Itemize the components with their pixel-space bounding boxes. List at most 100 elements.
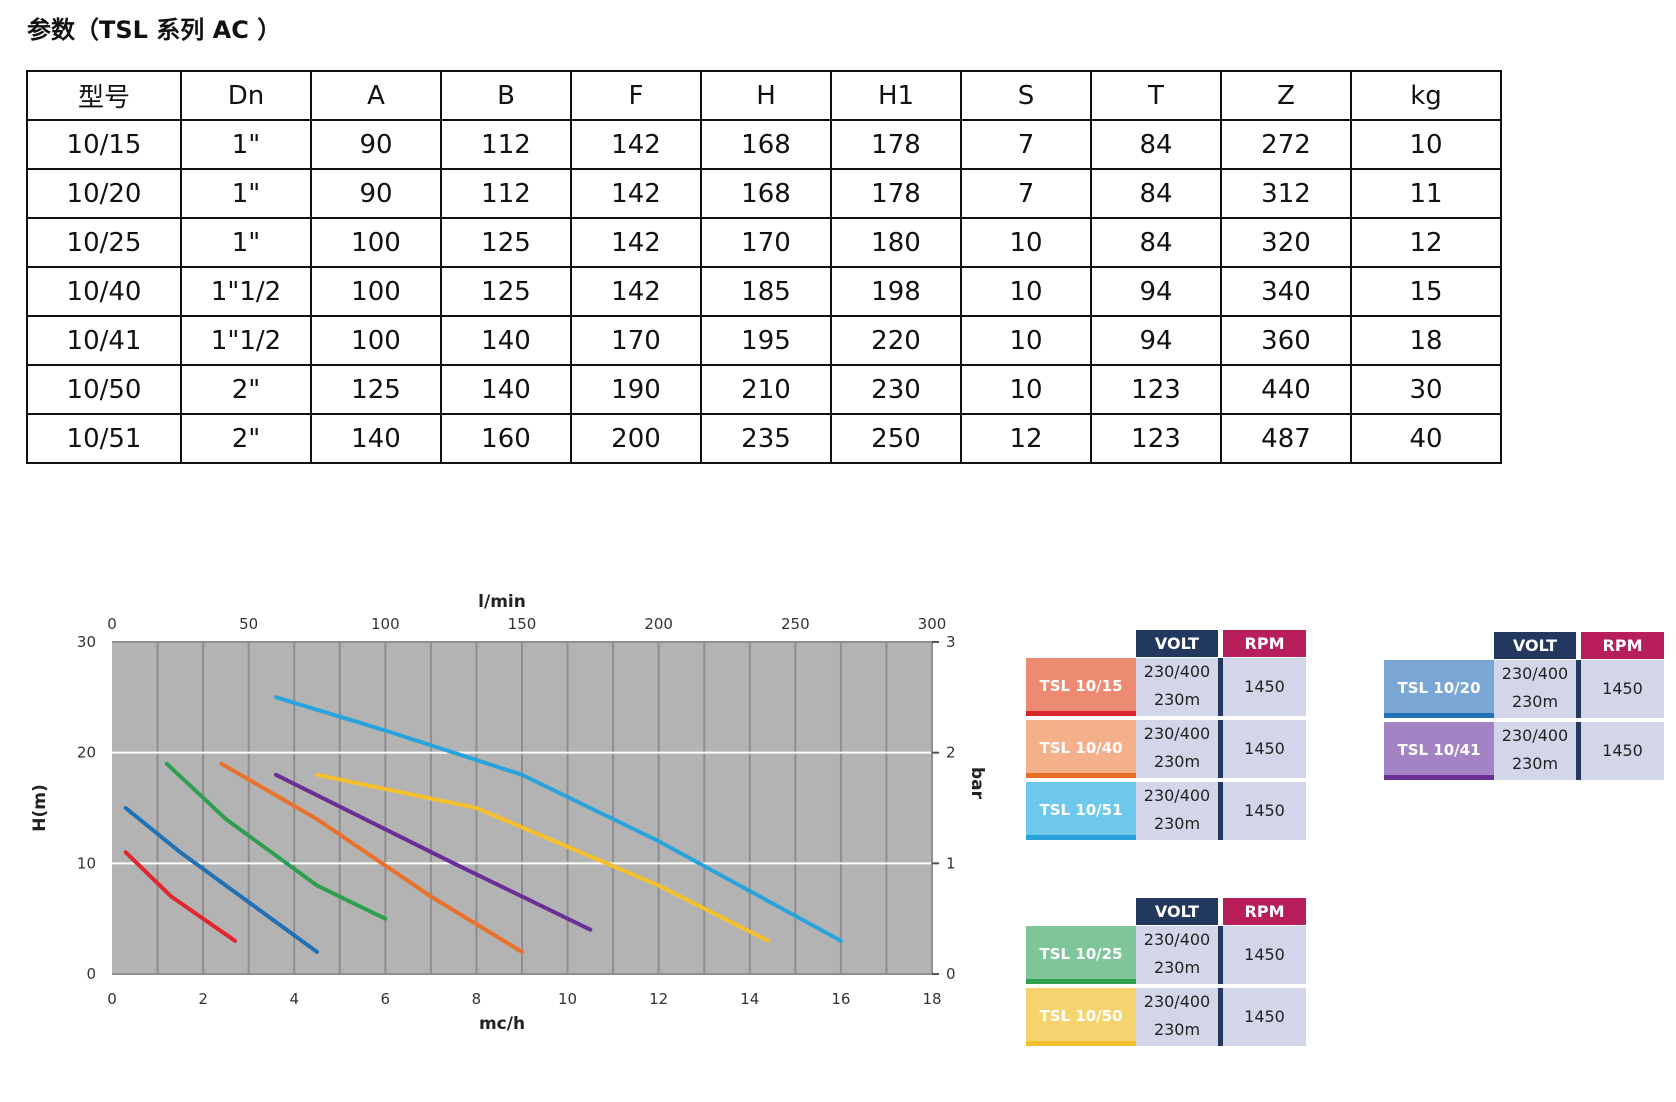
x-tick-label: 4 [289,990,299,1008]
rpm-cell: 1450 [1223,926,1306,984]
legend-color-bar [1026,835,1136,840]
x2-tick-label: 100 [371,615,400,633]
volt-value-1: 230/400 [1143,724,1211,743]
x-tick-label: 14 [740,990,759,1008]
column-header: T [1090,70,1222,121]
y2-tick-label: 3 [946,633,956,651]
x2-tick-label: 250 [781,615,810,633]
table-cell: 12 [960,413,1092,464]
table-cell: 250 [830,413,962,464]
volt-value-2: 230m [1153,1020,1201,1039]
table-cell: 125 [440,266,572,317]
table-cell: 10 [960,364,1092,415]
table-cell: 100 [310,315,442,366]
volt-value-2: 230m [1153,958,1201,977]
table-cell: 10 [1350,119,1502,170]
volt-rpm-divider [1218,782,1223,840]
series-line-3 [164,761,388,921]
table-cell: 160 [440,413,572,464]
table-cell: 1"1/2 [180,315,312,366]
table-cell: 7 [960,168,1092,219]
legend-name-label: TSL 10/25 [1039,945,1123,963]
x-tick-label: 12 [649,990,668,1008]
table-row: 10/51 2" 140 160 200 235 250 12 123 487 40 [26,413,1502,464]
volt-header: VOLT [1494,632,1576,659]
series-line-5 [274,772,593,932]
table-cell: 40 [1350,413,1502,464]
volt-rpm-divider [1218,658,1223,716]
table-cell: 168 [700,119,832,170]
table-cell: 100 [310,266,442,317]
legend-name: TSL 10/25 [1026,926,1136,984]
legend-name-label: TSL 10/41 [1397,741,1481,759]
table-cell: 178 [830,168,962,219]
legend-name: TSL 10/20 [1384,660,1494,718]
volt-value-1: 230/400 [1143,786,1211,805]
table-cell: 170 [570,315,702,366]
table-cell: 210 [700,364,832,415]
table-cell: 90 [310,119,442,170]
legend-group-1: VOLT RPM TSL 10/15 230/400 230m 1450 TSL 10/40… [1026,630,1306,840]
x-tick-label: 6 [381,990,391,1008]
rpm-header: RPM [1223,630,1306,657]
table-row: 10/20 1" 90 112 142 168 178 7 84 312 11 [26,168,1502,219]
table-cell: 340 [1220,266,1352,317]
column-header: kg [1350,70,1502,121]
table-cell: 30 [1350,364,1502,415]
volt-value-1: 230/400 [1143,992,1211,1011]
table-cell: 360 [1220,315,1352,366]
x-tick-label: 18 [922,990,941,1008]
table-cell: 12 [1350,217,1502,268]
legend-name-label: TSL 10/40 [1039,739,1123,757]
table-row: 10/50 2" 125 140 190 210 230 10 123 440 30 [26,364,1502,415]
volt-rpm-divider [1218,926,1223,984]
legend-color-bar [1026,1041,1136,1046]
x2-axis-label: l/min [478,592,526,612]
table-cell: 10/50 [26,364,182,415]
table-cell: 1"1/2 [180,266,312,317]
volt-rpm-divider [1218,720,1223,778]
legend-name-label: TSL 10/51 [1039,801,1123,819]
table-row: 10/15 1" 90 112 142 168 178 7 84 272 10 [26,119,1502,170]
table-cell: 10 [960,315,1092,366]
y2-tick-label: 2 [946,744,956,762]
table-cell: 487 [1220,413,1352,464]
y-tick-label: 30 [77,633,96,651]
volt-cell: 230/400 230m [1494,660,1576,718]
x2-tick-label: 300 [918,615,947,633]
y-tick-label: 0 [86,965,96,983]
table-cell: 142 [570,217,702,268]
column-header: S [960,70,1092,121]
table-cell: 185 [700,266,832,317]
legend-name: TSL 10/41 [1384,722,1494,780]
rpm-cell: 1450 [1581,722,1664,780]
series-line-1 [123,850,237,943]
legend-row: TSL 10/40 230/400 230m 1450 [1026,720,1306,778]
column-header: Dn [180,70,312,121]
legend-color-bar [1026,773,1136,778]
table-cell: 123 [1090,364,1222,415]
table-row: 10/25 1" 100 125 142 170 180 10 84 320 12 [26,217,1502,268]
volt-cell: 230/400 230m [1136,658,1218,716]
table-cell: 230 [830,364,962,415]
rpm-header: RPM [1223,898,1306,925]
x-tick-label: 8 [472,990,482,1008]
volt-value-1: 230/400 [1501,726,1569,745]
volt-cell: 230/400 230m [1136,926,1218,984]
table-cell: 84 [1090,168,1222,219]
legend-name: TSL 10/51 [1026,782,1136,840]
table-cell: 180 [830,217,962,268]
rpm-cell: 1450 [1223,658,1306,716]
legend-group-2: VOLT RPM TSL 10/20 230/400 230m 1450 TSL 10/41… [1384,632,1664,782]
legend-name-label: TSL 10/20 [1397,679,1481,697]
table-cell: 10/25 [26,217,182,268]
y-axis-label: H(m) [30,784,50,831]
legend-row: TSL 10/51 230/400 230m 1450 [1026,782,1306,840]
column-header: F [570,70,702,121]
x2-tick-label: 150 [508,615,537,633]
volt-rpm-divider [1576,722,1581,780]
y2-axis-label: bar [967,767,987,800]
column-header: A [310,70,442,121]
volt-value-1: 230/400 [1143,930,1211,949]
table-cell: 15 [1350,266,1502,317]
